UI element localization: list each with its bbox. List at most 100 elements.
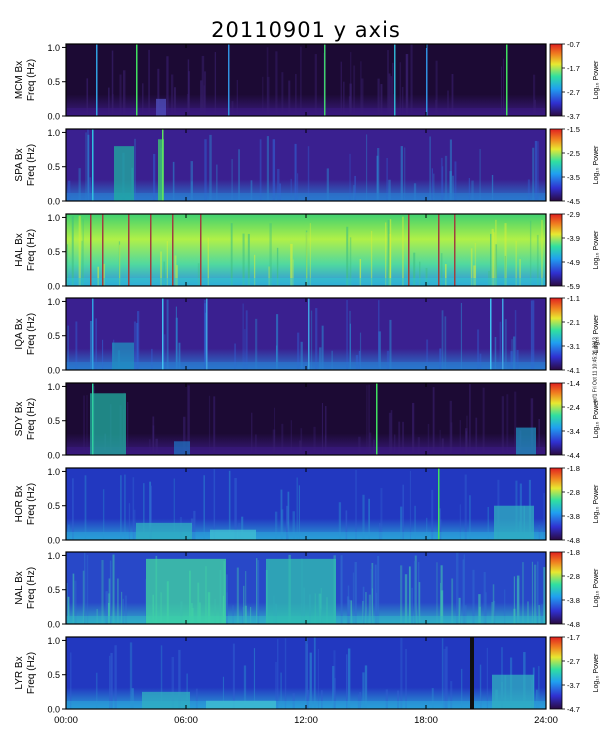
noise-streak xyxy=(297,173,299,201)
noise-streak xyxy=(450,681,453,709)
noise-streak xyxy=(294,143,297,201)
noise-streak xyxy=(538,666,540,709)
noise-streak xyxy=(478,594,481,624)
noise-streak xyxy=(464,474,467,540)
noise-streak xyxy=(536,234,539,286)
noise-streak xyxy=(465,428,468,455)
colorbar-tick-label: -1.5 xyxy=(567,125,580,134)
noise-streak xyxy=(131,688,134,709)
noise-streak xyxy=(387,219,390,286)
noise-streak xyxy=(228,470,231,540)
noise-streak xyxy=(380,488,383,540)
noise-streak xyxy=(370,568,373,624)
noise-streak xyxy=(81,240,83,286)
noise-streak xyxy=(176,265,178,286)
noise-streak xyxy=(432,387,435,455)
noise-streak xyxy=(152,416,155,455)
noise-streak xyxy=(459,504,461,540)
noise-streak xyxy=(305,638,308,709)
x-tick-label: 24:00 xyxy=(534,715,558,726)
noise-streak xyxy=(207,237,209,286)
noise-streak xyxy=(516,575,520,624)
colorbar-tick-label: -3.8 xyxy=(567,512,580,521)
noise-streak xyxy=(522,562,524,624)
freq-axis-label: Freq (Hz) xyxy=(26,483,37,525)
colorbar-tick-label: -4.8 xyxy=(567,620,580,629)
noise-streak xyxy=(74,580,77,624)
colorbar-tick-label: -1.8 xyxy=(567,464,580,473)
noise-streak xyxy=(187,385,190,455)
station-label: HOR Bx xyxy=(14,486,25,523)
y-tick-label: 0.0 xyxy=(47,366,60,376)
emission-patch xyxy=(156,98,166,116)
noise-streak xyxy=(354,175,356,201)
noise-streak xyxy=(377,300,380,370)
noise-streak xyxy=(272,139,276,201)
noise-streak xyxy=(132,477,135,540)
noise-streak xyxy=(359,259,362,286)
colorbar-tick-label: -3.4 xyxy=(567,427,580,436)
freq-axis-label: Freq (Hz) xyxy=(26,567,37,609)
noise-streak xyxy=(460,302,463,370)
noise-streak xyxy=(514,391,517,455)
noise-streak xyxy=(231,159,233,201)
y-tick-label: 1.0 xyxy=(47,382,60,392)
colorbar-tick-label: -2.8 xyxy=(567,572,580,581)
noise-streak xyxy=(69,652,72,709)
y-tick-label: 0.5 xyxy=(47,416,60,426)
noise-streak xyxy=(133,321,137,370)
noise-streak xyxy=(121,591,123,624)
noise-streak xyxy=(157,68,160,116)
noise-streak xyxy=(535,689,538,709)
noise-streak xyxy=(418,582,421,624)
noise-streak xyxy=(490,233,492,286)
noise-streak xyxy=(85,132,87,201)
colorbar-label: Log₁₀ Power xyxy=(593,399,600,438)
noise-streak xyxy=(170,74,174,116)
noise-streak xyxy=(215,164,218,201)
noise-streak xyxy=(394,434,396,455)
noise-streak xyxy=(400,146,403,201)
noise-streak xyxy=(406,54,409,116)
colorbar-tick-label: -1.7 xyxy=(567,64,580,73)
y-tick-label: 0.0 xyxy=(47,705,60,715)
event-line xyxy=(136,44,138,116)
noise-streak xyxy=(533,74,536,116)
event-line xyxy=(128,214,130,286)
noise-streak xyxy=(444,316,447,370)
noise-streak xyxy=(300,46,302,117)
noise-streak xyxy=(385,689,388,709)
noise-streak xyxy=(439,348,442,370)
noise-streak xyxy=(538,605,541,624)
emission-patch xyxy=(206,700,276,709)
colorbar-tick-label: -4.5 xyxy=(567,197,580,206)
y-tick-label: 0.5 xyxy=(47,501,60,511)
noise-streak xyxy=(439,429,441,455)
event-line xyxy=(502,298,504,370)
emission-patch xyxy=(142,691,190,709)
noise-streak xyxy=(333,650,336,709)
noise-streak xyxy=(340,555,343,624)
noise-streak xyxy=(504,255,506,286)
noise-streak xyxy=(242,607,245,624)
y-tick-label: 1.0 xyxy=(47,551,60,561)
noise-streak xyxy=(281,72,284,116)
noise-streak xyxy=(354,561,357,624)
noise-streak xyxy=(325,406,327,455)
noise-streak xyxy=(404,147,406,201)
noise-streak xyxy=(460,668,463,709)
noise-streak xyxy=(347,648,351,709)
noise-streak xyxy=(111,50,114,116)
colorbar xyxy=(549,636,563,710)
colorbar-tick-label: -4.1 xyxy=(567,366,580,375)
colorbar-label: Log₁₀ Power xyxy=(593,484,600,523)
noise-streak xyxy=(102,489,105,540)
noise-streak xyxy=(313,637,316,709)
noise-streak xyxy=(350,600,353,624)
colorbar-tick-label: -1.4 xyxy=(567,379,580,388)
colorbar-tick-label: -5.9 xyxy=(567,282,580,291)
noise-streak xyxy=(493,600,496,624)
noise-streak xyxy=(342,81,345,116)
noise-streak xyxy=(431,489,434,540)
emission-patch xyxy=(90,393,126,455)
